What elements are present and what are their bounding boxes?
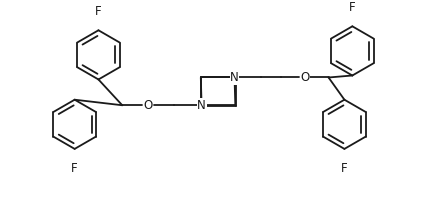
Text: N: N (230, 71, 238, 84)
Text: F: F (340, 162, 347, 175)
Text: O: O (299, 71, 309, 84)
Text: O: O (143, 99, 153, 112)
Text: F: F (348, 1, 355, 14)
Text: F: F (95, 5, 101, 18)
Text: N: N (197, 99, 205, 112)
Text: F: F (71, 162, 78, 175)
